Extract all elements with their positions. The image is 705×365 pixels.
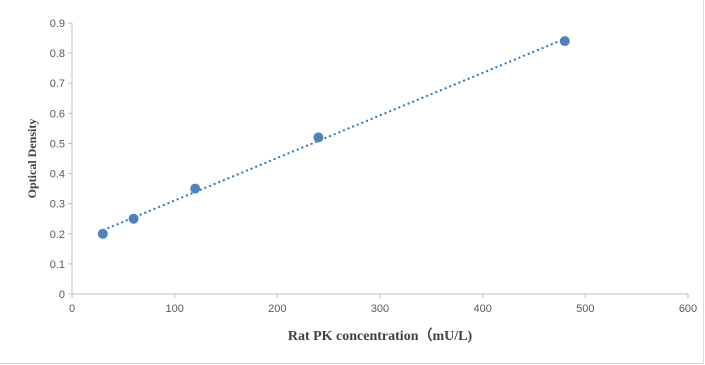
data-points bbox=[97, 36, 570, 239]
data-point bbox=[190, 183, 201, 194]
x-tick-label: 400 bbox=[473, 303, 491, 315]
y-tick-label: 0.4 bbox=[50, 169, 65, 181]
y-axis-title: Optical Density bbox=[25, 119, 39, 199]
y-tick-label: 0.7 bbox=[50, 78, 65, 90]
y-tick-label: 0.6 bbox=[50, 108, 65, 120]
data-point bbox=[313, 132, 324, 143]
data-point bbox=[128, 213, 139, 224]
data-point bbox=[559, 36, 570, 47]
y-tick-label: 0.5 bbox=[50, 138, 65, 150]
y-tick-label: 0.8 bbox=[50, 48, 65, 60]
x-tick-label: 0 bbox=[69, 303, 75, 315]
x-tick-label: 200 bbox=[268, 303, 286, 315]
axes bbox=[71, 23, 688, 295]
trendline bbox=[102, 37, 566, 232]
y-tick-label: 0.2 bbox=[50, 229, 65, 241]
x-tick-label: 500 bbox=[576, 303, 594, 315]
y-tick-label: 0.9 bbox=[50, 18, 65, 30]
y-ticks: 0 0.1 0.2 0.3 0.4 0.5 0.6 0.7 0.8 0.9 bbox=[50, 18, 72, 301]
x-tick-label: 600 bbox=[679, 303, 697, 315]
data-point bbox=[97, 228, 108, 239]
y-tick-label: 0 bbox=[59, 289, 65, 301]
y-tick-label: 0.3 bbox=[50, 199, 65, 211]
x-ticks: 0 100 200 300 400 500 600 bbox=[69, 294, 697, 315]
y-tick-label: 0.1 bbox=[50, 259, 65, 271]
x-tick-label: 300 bbox=[371, 303, 389, 315]
x-axis-title: Rat PK concentration（mU/L) bbox=[288, 328, 473, 344]
x-tick-label: 100 bbox=[165, 303, 183, 315]
